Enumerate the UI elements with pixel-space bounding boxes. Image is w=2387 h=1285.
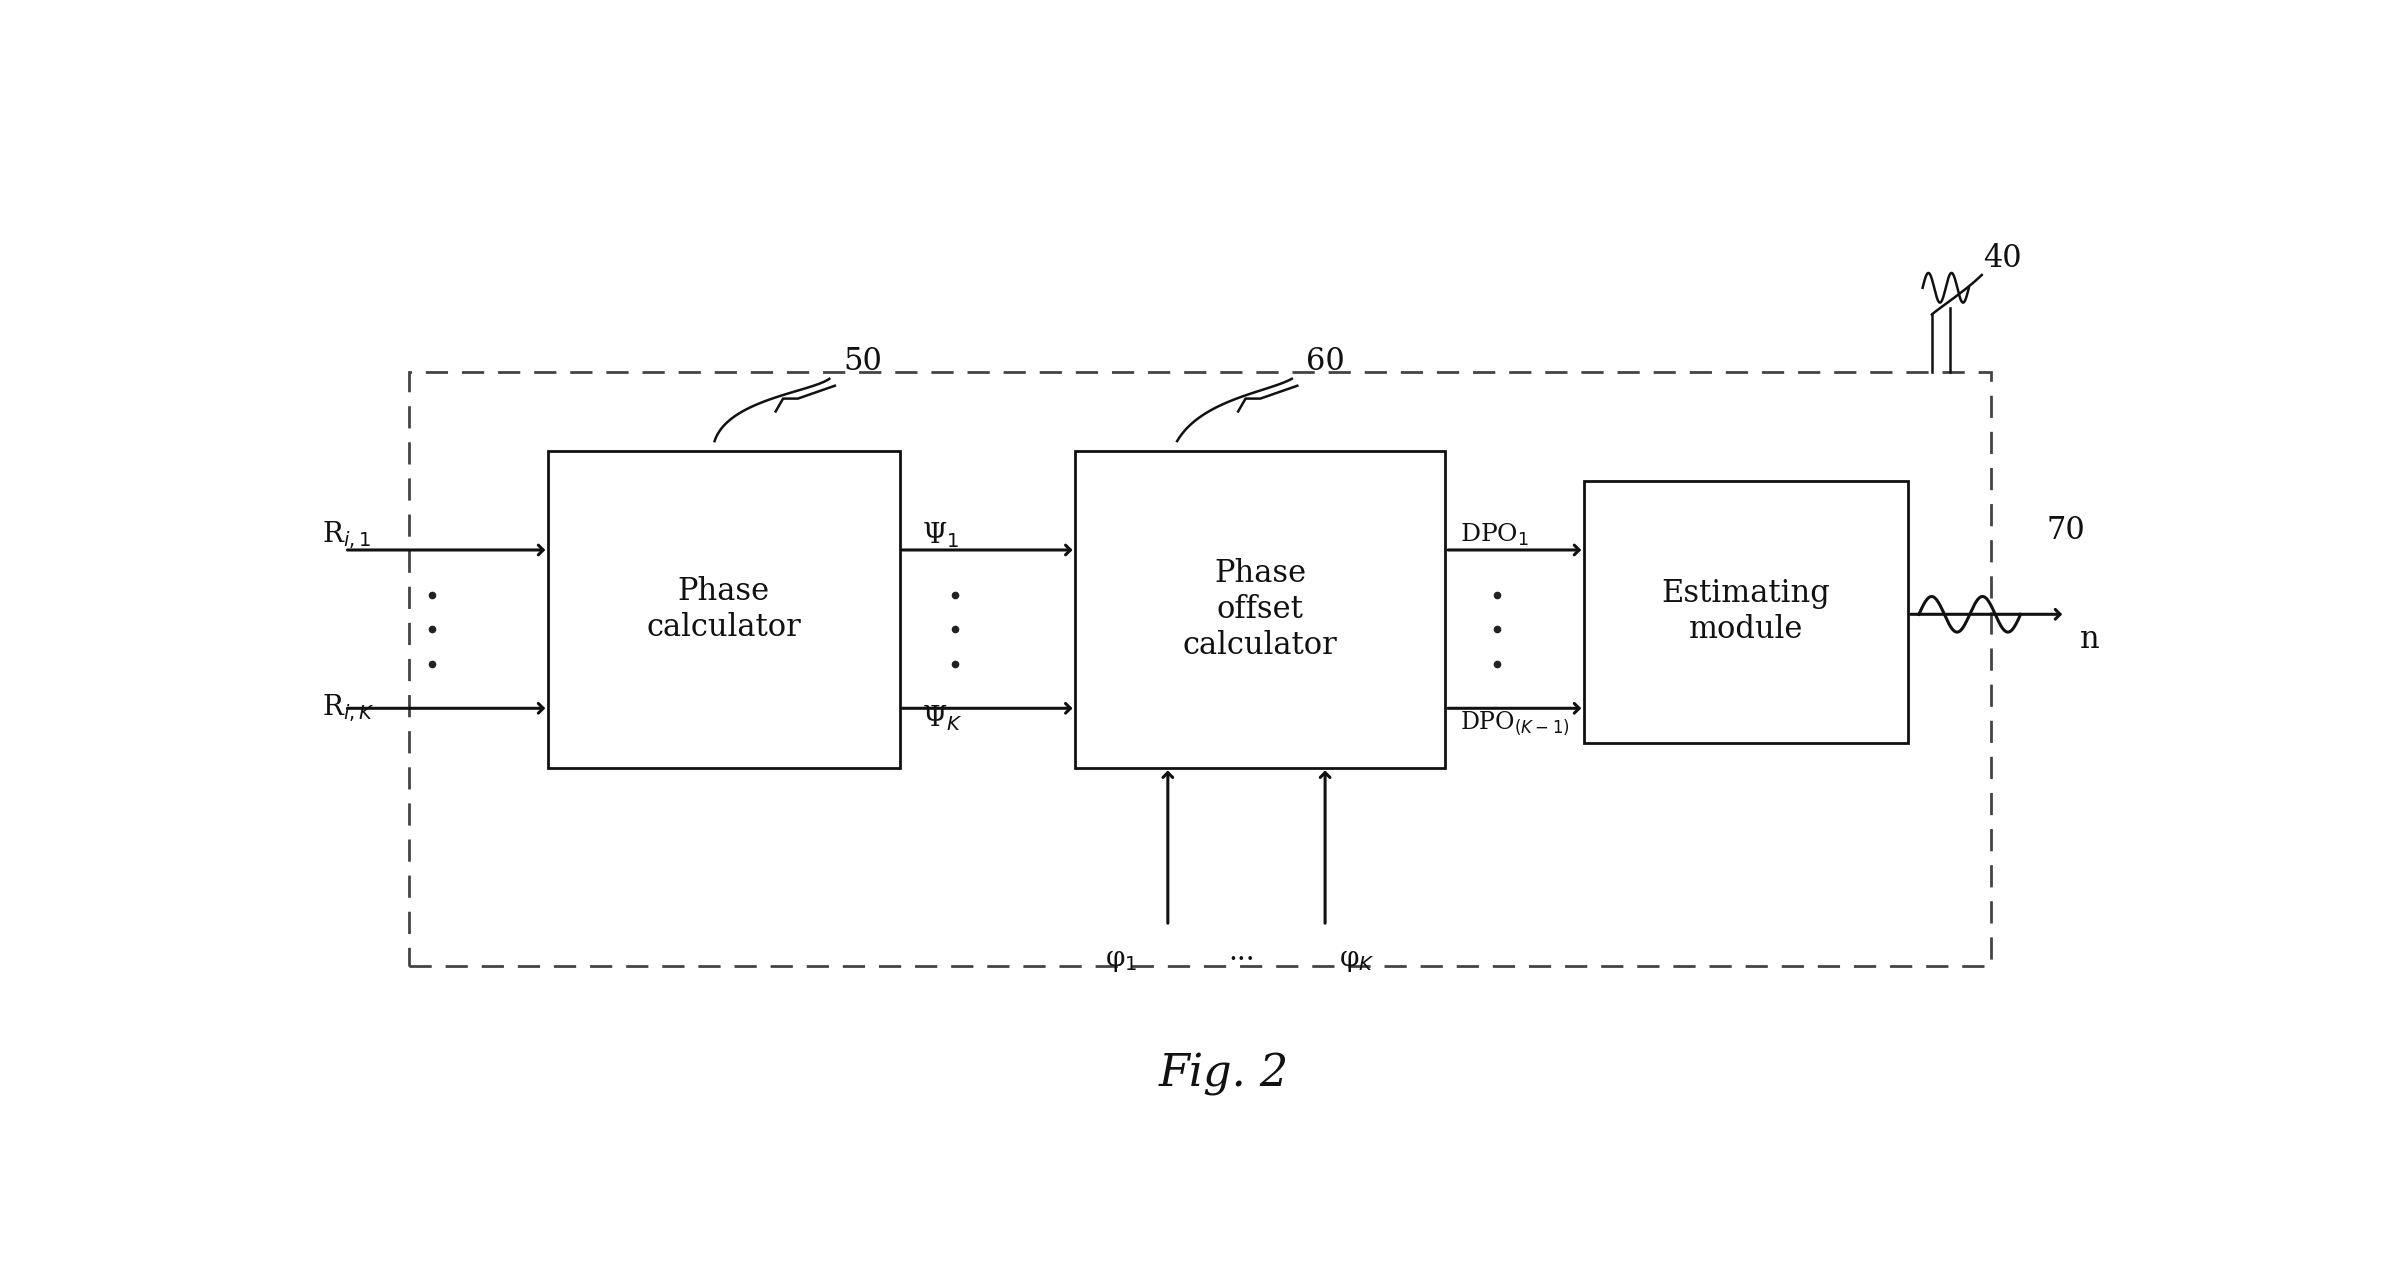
Bar (1074, 451, 1447, 767)
Text: Ψ$_{K}$: Ψ$_{K}$ (921, 703, 962, 732)
Text: Phase
offset
calculator: Phase offset calculator (1184, 558, 1337, 660)
Text: Ψ$_{1}$: Ψ$_{1}$ (921, 520, 960, 550)
Text: 40: 40 (1984, 243, 2022, 274)
Text: φ$_{K}$: φ$_{K}$ (1339, 947, 1375, 974)
Text: 70: 70 (2046, 515, 2086, 546)
Text: 50: 50 (843, 347, 883, 378)
Bar (411, 371, 1991, 965)
Text: R$_{i,K}$: R$_{i,K}$ (322, 693, 375, 725)
Bar (549, 451, 900, 767)
Text: ···: ··· (1229, 947, 1256, 974)
Text: φ$_{1}$: φ$_{1}$ (1105, 947, 1139, 974)
Text: Fig. 2: Fig. 2 (1158, 1052, 1289, 1096)
Text: n: n (2079, 623, 2101, 654)
Text: Estimating
module: Estimating module (1661, 578, 1831, 645)
Text: Phase
calculator: Phase calculator (647, 576, 802, 642)
Text: R$_{i,1}$: R$_{i,1}$ (322, 519, 372, 551)
Text: DPO$_{(K-1)}$: DPO$_{(K-1)}$ (1461, 709, 1571, 736)
Text: 60: 60 (1306, 347, 1344, 378)
Bar (1585, 481, 1907, 743)
Text: DPO$_{1}$: DPO$_{1}$ (1461, 522, 1530, 549)
